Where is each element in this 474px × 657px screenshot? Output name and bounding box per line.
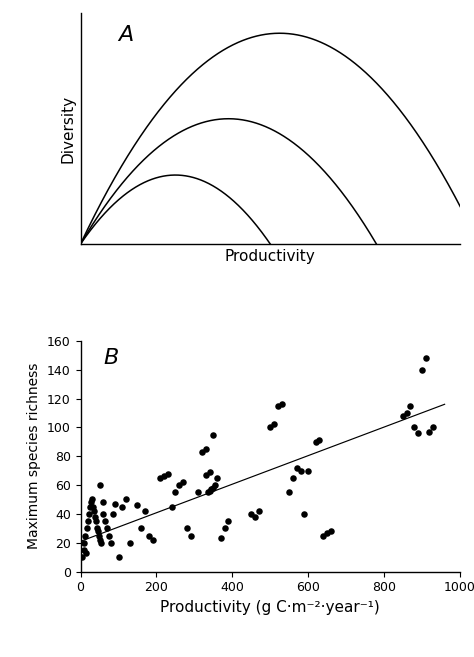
- Point: [92, 516, 100, 526]
- Point: [399, 411, 407, 421]
- Point: [126, 537, 134, 548]
- Point: [115, 552, 122, 562]
- Point: [107, 537, 115, 548]
- Point: [429, 422, 437, 432]
- Point: [97, 535, 104, 545]
- Point: [407, 401, 414, 411]
- Point: [301, 509, 308, 519]
- Point: [426, 426, 433, 437]
- Point: [168, 501, 175, 512]
- Point: [319, 530, 327, 541]
- Point: [99, 497, 106, 508]
- Point: [118, 501, 126, 512]
- Point: [312, 436, 319, 447]
- Point: [274, 401, 282, 411]
- Point: [94, 526, 101, 537]
- Point: [255, 506, 263, 516]
- Point: [289, 472, 297, 483]
- Point: [179, 477, 187, 487]
- Point: [86, 501, 94, 512]
- Point: [82, 547, 90, 558]
- Point: [141, 506, 149, 516]
- Point: [109, 509, 117, 519]
- Point: [327, 526, 335, 537]
- Point: [134, 500, 141, 510]
- Point: [83, 523, 91, 533]
- Point: [105, 530, 113, 541]
- Point: [91, 512, 99, 522]
- Point: [251, 512, 259, 522]
- Point: [304, 465, 312, 476]
- Point: [278, 399, 285, 409]
- Point: [149, 535, 156, 545]
- Point: [217, 533, 225, 544]
- Point: [164, 468, 172, 479]
- Point: [82, 530, 89, 541]
- Point: [403, 408, 410, 419]
- Point: [208, 484, 215, 495]
- Point: [422, 353, 429, 363]
- Text: B: B: [103, 348, 118, 368]
- Y-axis label: Maximum species richness: Maximum species richness: [27, 363, 41, 549]
- Point: [103, 523, 111, 533]
- Point: [202, 470, 210, 480]
- Point: [84, 516, 92, 526]
- Point: [90, 506, 98, 516]
- Point: [202, 443, 210, 454]
- Point: [89, 501, 97, 512]
- Point: [293, 463, 301, 473]
- Point: [95, 530, 102, 541]
- Point: [316, 435, 323, 445]
- Point: [210, 483, 217, 493]
- Point: [270, 419, 278, 430]
- Point: [221, 523, 228, 533]
- Point: [79, 552, 86, 562]
- Point: [285, 487, 293, 497]
- Point: [198, 447, 206, 457]
- Point: [98, 537, 105, 548]
- Point: [194, 487, 202, 497]
- X-axis label: Productivity: Productivity: [225, 250, 316, 265]
- Point: [175, 480, 183, 490]
- Point: [418, 365, 426, 375]
- Point: [100, 509, 107, 519]
- Text: A: A: [118, 25, 134, 45]
- Point: [145, 530, 153, 541]
- Point: [81, 537, 88, 548]
- Point: [156, 472, 164, 483]
- Point: [85, 509, 93, 519]
- Point: [247, 509, 255, 519]
- Point: [122, 494, 130, 505]
- Point: [213, 472, 221, 483]
- Point: [111, 499, 118, 509]
- X-axis label: Productivity (g C·m⁻²·year⁻¹): Productivity (g C·m⁻²·year⁻¹): [160, 600, 380, 615]
- Point: [410, 422, 418, 432]
- Point: [183, 523, 191, 533]
- Point: [225, 516, 232, 526]
- Point: [266, 422, 274, 432]
- Point: [96, 480, 103, 490]
- Y-axis label: Diversity: Diversity: [60, 95, 75, 162]
- Point: [93, 523, 100, 533]
- Point: [414, 428, 422, 438]
- Point: [323, 528, 331, 538]
- Point: [210, 429, 217, 440]
- Point: [87, 497, 95, 508]
- Point: [137, 523, 145, 533]
- Point: [204, 487, 211, 497]
- Point: [187, 530, 194, 541]
- Point: [211, 480, 219, 490]
- Point: [297, 465, 304, 476]
- Point: [80, 545, 87, 555]
- Point: [160, 471, 168, 482]
- Point: [88, 494, 96, 505]
- Point: [172, 487, 179, 497]
- Point: [206, 467, 213, 478]
- Point: [206, 486, 213, 496]
- Point: [101, 516, 109, 526]
